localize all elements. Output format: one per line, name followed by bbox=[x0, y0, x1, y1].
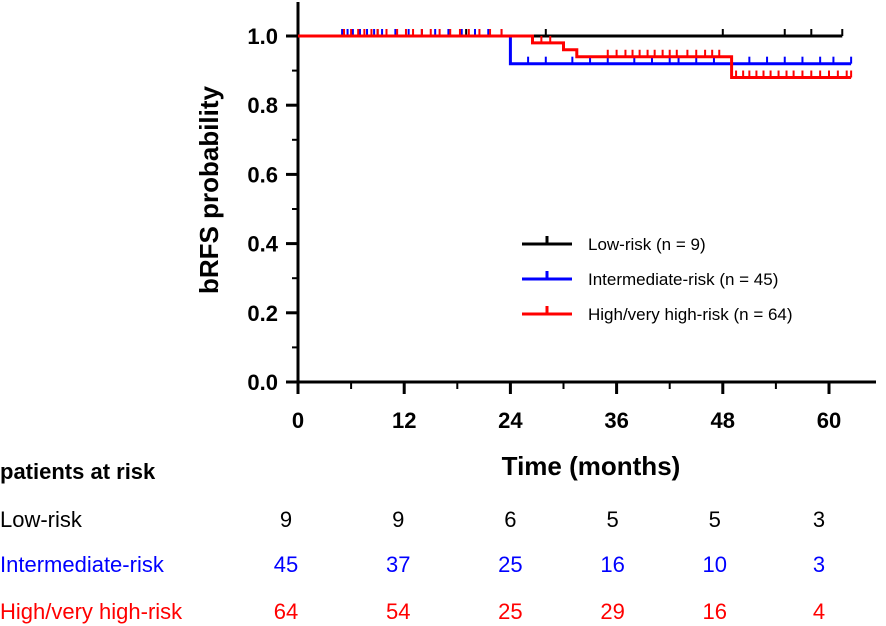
risk-count: 4 bbox=[813, 599, 825, 624]
risk-row: Low-risk 9 9 6 5 5 3 bbox=[0, 507, 825, 532]
y-tick-label: 1.0 bbox=[247, 24, 278, 49]
y-tick-label: 0.2 bbox=[247, 301, 278, 326]
legend: Low-risk (n = 9) Intermediate-risk (n = 4… bbox=[522, 235, 793, 324]
risk-count: 25 bbox=[498, 552, 522, 577]
risk-row: Intermediate-risk 45 37 25 16 10 3 bbox=[0, 552, 825, 577]
risk-count: 16 bbox=[703, 599, 727, 624]
risk-table: patients at risk Low-risk 9 9 6 5 5 3Intermedi… bbox=[0, 459, 825, 624]
x-tick-label: 12 bbox=[392, 408, 416, 433]
risk-count: 5 bbox=[709, 507, 721, 532]
risk-row-label: Intermediate-risk bbox=[0, 552, 165, 577]
risk-count: 45 bbox=[274, 552, 298, 577]
risk-count: 10 bbox=[703, 552, 727, 577]
legend-label: Low-risk (n = 9) bbox=[588, 235, 706, 254]
risk-count: 25 bbox=[498, 599, 522, 624]
x-tick-label: 60 bbox=[817, 408, 841, 433]
axes bbox=[296, 2, 876, 384]
risk-count: 54 bbox=[386, 599, 410, 624]
series bbox=[298, 29, 853, 79]
legend-label: Intermediate-risk (n = 45) bbox=[588, 270, 778, 289]
y-tick-label: 0.4 bbox=[247, 232, 278, 257]
ticks: 0.0 0.2 0.4 0.6 0.8 1.0 0 12 24 36 48 60 bbox=[247, 24, 841, 433]
y-tick-label: 0.8 bbox=[247, 93, 278, 118]
risk-count: 3 bbox=[813, 507, 825, 532]
x-tick-label: 24 bbox=[498, 408, 523, 433]
y-axis-title: bRFS probability bbox=[194, 85, 224, 294]
risk-count: 9 bbox=[392, 507, 404, 532]
x-tick-label: 48 bbox=[711, 408, 735, 433]
series-2 bbox=[298, 29, 853, 79]
survival-line bbox=[298, 34, 852, 79]
legend-entry: Low-risk (n = 9) bbox=[522, 235, 706, 254]
risk-row-label: High/very high-risk bbox=[0, 599, 183, 624]
legend-entry: High/very high-risk (n = 64) bbox=[522, 305, 793, 324]
risk-count: 64 bbox=[274, 599, 298, 624]
risk-count: 6 bbox=[504, 507, 516, 532]
risk-table-title: patients at risk bbox=[0, 459, 156, 484]
risk-count: 37 bbox=[386, 552, 410, 577]
risk-row: High/very high-risk 64 54 25 29 16 4 bbox=[0, 599, 825, 624]
legend-label: High/very high-risk (n = 64) bbox=[588, 305, 793, 324]
risk-count: 16 bbox=[600, 552, 624, 577]
x-axis-title: Time (months) bbox=[502, 451, 681, 481]
legend-entry: Intermediate-risk (n = 45) bbox=[522, 270, 778, 289]
x-tick-label: 36 bbox=[604, 408, 628, 433]
y-tick-label: 0.0 bbox=[247, 370, 278, 395]
risk-row-label: Low-risk bbox=[0, 507, 83, 532]
risk-count: 5 bbox=[606, 507, 618, 532]
x-tick-label: 0 bbox=[292, 408, 304, 433]
risk-count: 9 bbox=[280, 507, 292, 532]
series-1 bbox=[298, 29, 853, 66]
risk-count: 29 bbox=[600, 599, 624, 624]
y-tick-label: 0.6 bbox=[247, 162, 278, 187]
risk-count: 3 bbox=[813, 552, 825, 577]
